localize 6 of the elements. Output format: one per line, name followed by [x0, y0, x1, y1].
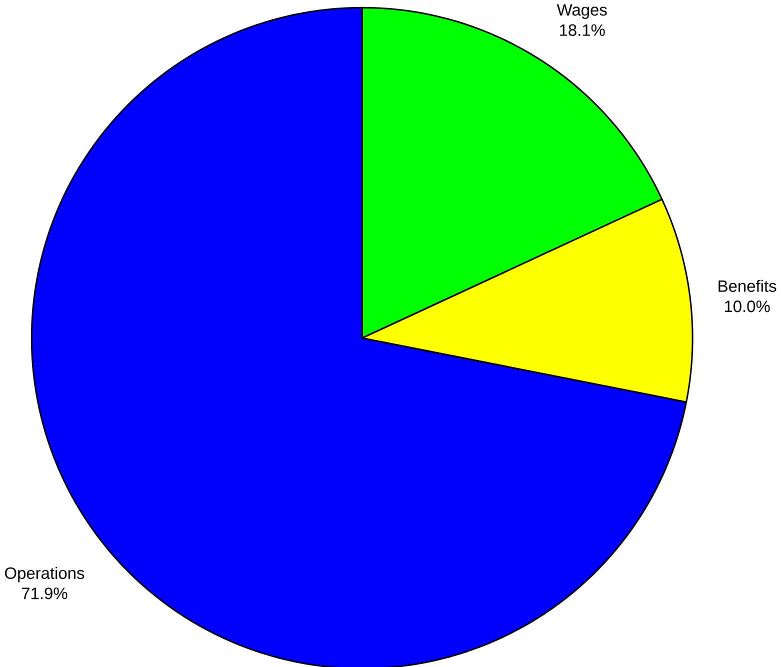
data-label: 10.0% [724, 300, 770, 312]
data-label: 71.9% [22, 587, 68, 600]
slice-label: Benefits [718, 280, 776, 292]
slice-label: Wages [556, 4, 607, 19]
data-label: 18.1% [560, 24, 605, 36]
slice-label: Operations [5, 566, 84, 582]
